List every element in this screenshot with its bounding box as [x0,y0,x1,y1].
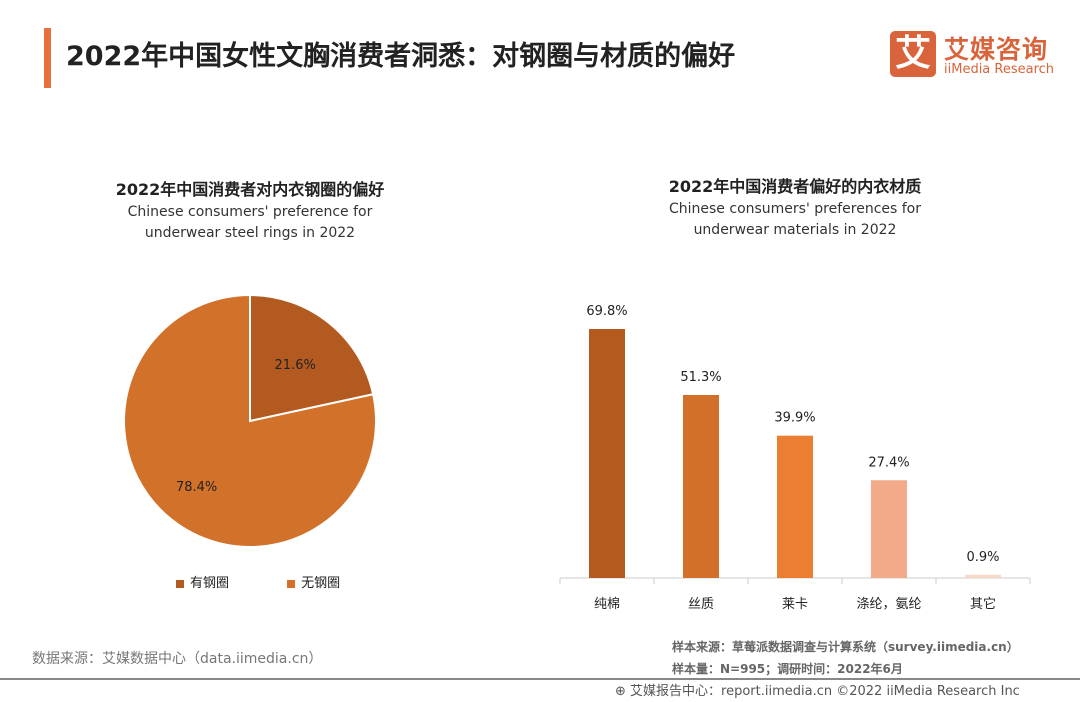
bar-chart-title: 2022年中国消费者偏好的内衣材质 [668,177,922,196]
legend-item-without-ring: 无钢圈 [287,576,340,591]
bar-chart-heading: 2022年中国消费者偏好的内衣材质 Chinese consumers' pre… [590,173,1000,241]
x-tick-label: 涤纶，氨纶 [856,597,921,612]
bar [777,435,813,578]
legend-swatch [176,579,184,588]
bar [965,574,1001,578]
x-tick-label: 其它 [970,596,996,612]
bar-chart-subtitle: Chinese consumers' preferences for under… [668,201,921,238]
logo-icon: 艾 [890,31,936,77]
legend-item-with-ring: 有钢圈 [176,576,229,591]
pie-chart-title: 2022年中国消费者对内衣钢圈的偏好 [115,180,385,199]
x-tick-label: 莱卡 [782,597,808,612]
logo-cn: 艾媒咨询 [944,35,1049,64]
legend-label: 无钢圈 [301,576,341,591]
footer-text: ⊕ 艾媒报告中心：report.iimedia.cn ©2022 iiMedia… [615,680,1020,699]
bar [589,329,625,578]
sample-source: 样本来源：草莓派数据调查与计算系统（survey.iimedia.cn） [672,640,1019,654]
bar-data-label: 69.8% [586,304,627,319]
bar-data-label: 27.4% [868,455,909,470]
bar [683,394,719,578]
pie-slice-label: 78.4% [176,480,217,495]
data-source: 数据来源：艾媒数据中心（data.iimedia.cn） [32,651,323,667]
x-tick-label: 丝质 [688,597,714,612]
bar [871,480,907,578]
globe-icon: ⊕ [615,684,631,699]
legend-label: 有钢圈 [190,576,230,591]
legend-swatch [287,579,296,588]
pie-slice [123,293,377,548]
sample-size: 样本量：N=995；调研时间：2022年6月 [672,662,903,676]
logo-en: iiMedia Research [944,62,1055,77]
title-accent-bar [44,28,51,88]
pie-chart-subtitle: Chinese consumers' preference for underw… [127,204,373,241]
pie-legend: 有钢圈 无钢圈 [176,572,340,591]
footer-divider [0,678,1080,680]
x-tick-label: 纯棉 [594,597,620,612]
pie-chart-heading: 2022年中国消费者对内衣钢圈的偏好 Chinese consumers' pr… [60,176,440,244]
footer-label: 艾媒报告中心：report.iimedia.cn ©2022 iiMedia R… [630,684,1020,699]
bar-data-label: 39.9% [774,411,815,426]
page-title: 2022年中国女性文胸消费者洞悉：对钢圈与材质的偏好 [66,41,736,72]
pie-slice [249,293,375,423]
bar-data-label: 51.3% [680,370,721,385]
bar-data-label: 0.9% [966,550,999,565]
pie-slice-label: 21.6% [275,358,316,373]
